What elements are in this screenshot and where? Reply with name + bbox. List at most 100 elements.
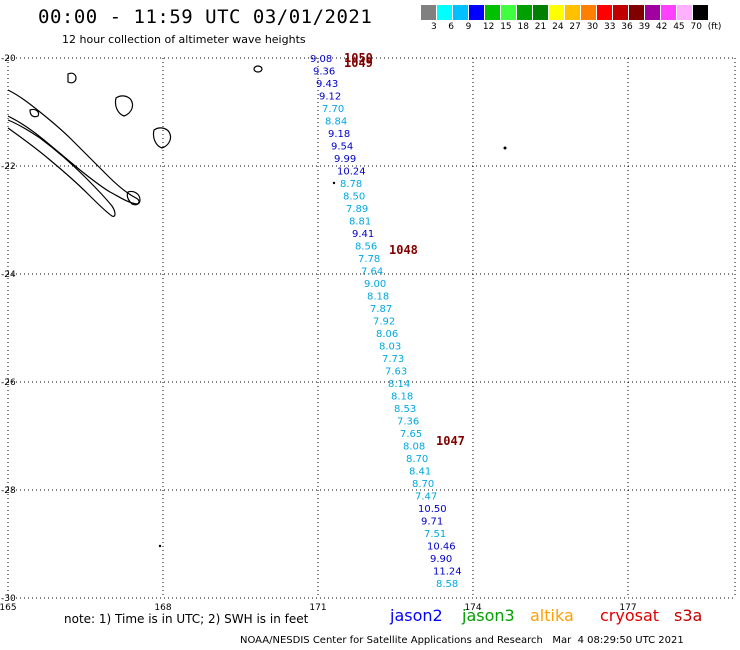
color-scale-label: 30 <box>586 22 599 32</box>
color-swatch <box>677 5 693 20</box>
swh-value: 8.58 <box>436 579 458 590</box>
swh-value: 7.63 <box>385 367 407 378</box>
swh-value: 8.70 <box>412 479 434 490</box>
color-swatch <box>661 5 677 20</box>
color-scale-label: 27 <box>569 22 581 32</box>
color-swatch <box>581 5 597 20</box>
swh-value: 8.56 <box>355 242 377 253</box>
color-scale-label: 18 <box>517 22 529 32</box>
color-swatch <box>613 5 629 20</box>
units-note: note: 1) Time is in UTC; 2) SWH is in fe… <box>64 612 309 626</box>
legend-cryosat: cryosat <box>600 606 660 625</box>
new-caledonia-coast <box>7 89 140 205</box>
pressure-label: 1050 <box>344 51 373 65</box>
swh-value: 9.18 <box>328 129 350 140</box>
color-swatch <box>629 5 645 20</box>
color-swatch <box>565 5 581 20</box>
color-swatch <box>693 5 709 20</box>
legend-jason3: jason3 <box>462 606 515 625</box>
swh-value: 7.89 <box>346 204 368 215</box>
color-swatch <box>421 5 437 20</box>
color-scale-bar <box>421 5 709 20</box>
footer-credit: NOAA/NESDIS Center for Satellite Applica… <box>240 635 684 646</box>
island-outline-a <box>114 95 134 117</box>
color-swatch <box>485 5 501 20</box>
isolated-dots <box>158 146 507 548</box>
color-scale-label: 12 <box>482 22 495 32</box>
swh-value: 8.78 <box>340 179 362 190</box>
swh-value: 7.78 <box>358 254 380 265</box>
latitude-label: -30 <box>1 594 16 604</box>
legend-altika: altika <box>530 606 574 625</box>
color-swatch <box>597 5 613 20</box>
color-swatch <box>453 5 469 20</box>
longitude-label: 177 <box>619 603 636 613</box>
swh-value: 9.12 <box>319 92 341 103</box>
swh-value: 7.65 <box>400 429 422 440</box>
latitude-label: -20 <box>1 54 16 64</box>
color-scale-label: 70 <box>690 22 702 32</box>
color-scale-label: 15 <box>500 22 512 32</box>
swh-value: 8.84 <box>325 117 347 128</box>
color-scale-label: 42 <box>655 22 668 32</box>
swh-value: 9.90 <box>430 554 452 565</box>
color-swatch <box>437 5 453 20</box>
color-scale-label: 9 <box>465 22 472 32</box>
longitude-label: 171 <box>309 603 326 613</box>
swh-value: 10.46 <box>427 542 456 553</box>
color-scale-label: 3 <box>431 22 437 32</box>
swh-value: 9.41 <box>352 229 374 240</box>
longitude-label: 168 <box>154 603 171 613</box>
map-grid <box>7 57 736 599</box>
pressure-label: 1047 <box>436 434 465 448</box>
swh-value: 8.14 <box>388 379 410 390</box>
page-subtitle: 12 hour collection of altimeter wave hei… <box>62 33 306 46</box>
color-scale-labels: 3 6 9 12 15 18 21 24 27 30 33 36 39 42 45 70 (ft) <box>421 22 740 34</box>
color-swatch <box>533 5 549 20</box>
swh-value: 7.51 <box>424 529 446 540</box>
swh-value: 10.50 <box>418 504 447 515</box>
longitude-label: 174 <box>464 603 481 613</box>
swh-value: 9.54 <box>331 142 353 153</box>
swh-value: 8.70 <box>406 454 428 465</box>
island-outline-f <box>253 65 263 73</box>
swh-value: 11.24 <box>433 567 462 578</box>
color-scale-label: 24 <box>552 22 564 32</box>
color-scale-label: 36 <box>621 22 633 32</box>
latitude-label: -26 <box>1 378 16 388</box>
legend-s3a: s3a <box>674 606 703 625</box>
color-scale-label: (ft) <box>707 22 722 32</box>
legend-jason2: jason2 <box>390 606 443 625</box>
island-dot <box>332 181 336 185</box>
color-scale-label: 6 <box>448 22 455 32</box>
swh-value: 9.08 <box>310 54 332 65</box>
color-swatch <box>645 5 661 20</box>
swh-value: 9.36 <box>313 67 335 78</box>
altimeter-track: 9.08 9.369.43 9.127.70 8.849.18 9.549.99 10.2… <box>310 54 462 590</box>
swh-value: 9.99 <box>334 154 356 165</box>
new-caledonia-inner-coast <box>7 119 116 217</box>
swh-value: 10.24 <box>337 167 366 178</box>
color-scale-label: 33 <box>604 22 616 32</box>
color-scale-label: 21 <box>534 22 547 32</box>
pressure-label: 1049 <box>344 56 373 70</box>
swh-value: 8.18 <box>391 392 413 403</box>
swh-value: 8.06 <box>376 329 398 340</box>
swh-value: 9.00 <box>364 279 386 290</box>
pressure-label: 1048 <box>389 243 418 257</box>
swh-value: 7.47 <box>415 492 437 503</box>
island-dot <box>503 146 507 150</box>
page-title: 00:00 - 11:59 UTC 03/01/2021 <box>38 6 373 28</box>
swh-value: 8.18 <box>367 292 389 303</box>
color-swatch <box>501 5 517 20</box>
color-swatch <box>469 5 485 20</box>
swh-value: 8.03 <box>379 342 401 353</box>
island-dot <box>158 544 162 548</box>
swh-value: 9.43 <box>316 79 338 90</box>
island-outline-e <box>29 108 40 118</box>
swh-value: 9.71 <box>421 517 443 528</box>
swh-value: 8.41 <box>409 467 431 478</box>
